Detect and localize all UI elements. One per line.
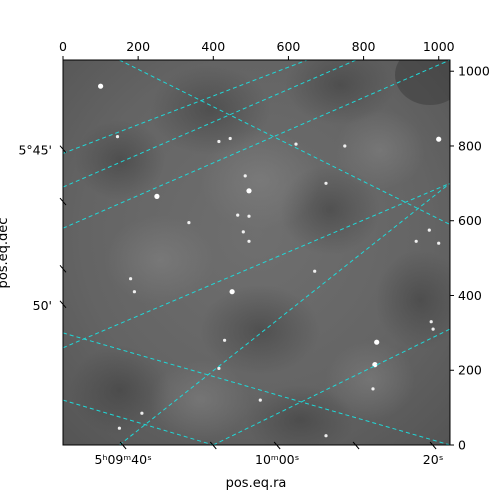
star <box>371 387 375 391</box>
star <box>115 135 120 139</box>
ra-tick-label: 5ʰ09ᵐ40ˢ <box>94 452 151 467</box>
pixel-x-tick-label: 200 <box>126 39 150 54</box>
star <box>324 181 328 185</box>
pixel-x-axis-top: 0 200 400 600 800 1000 <box>59 39 455 60</box>
dec-minor-tick-mark <box>59 197 67 206</box>
stars <box>98 83 442 438</box>
star <box>324 434 328 438</box>
x-axis-label: pos.eq.ra <box>226 476 287 491</box>
star <box>117 426 121 430</box>
ra-tick-mark <box>119 441 127 450</box>
dec-grid-line <box>63 182 450 349</box>
pixel-x-tick-label: 1000 <box>423 39 455 54</box>
ra-grid-line <box>119 182 450 445</box>
ra-grid-line <box>63 60 308 154</box>
ra-grid-line <box>119 60 450 225</box>
star <box>243 174 247 178</box>
dec-tick-mark <box>59 300 67 309</box>
pixel-y-tick-label: 600 <box>458 213 482 228</box>
y-axis-label: pos.eq.dec <box>0 218 11 289</box>
star <box>414 239 418 243</box>
star <box>154 193 160 199</box>
ra-tick-mark <box>429 441 437 450</box>
star <box>241 230 245 234</box>
pixel-y-tick-label: 400 <box>458 288 482 303</box>
ra-tick-label: 10ᵐ00ˢ <box>255 452 299 467</box>
star <box>129 277 133 281</box>
star <box>313 269 317 273</box>
dec-tick-label: 5°45' <box>18 143 52 158</box>
star <box>258 398 262 402</box>
ra-axis-bottom: 5ʰ09ᵐ40ˢ 10ᵐ00ˢ 20ˢ <box>94 441 444 467</box>
star <box>246 188 252 194</box>
star <box>98 83 104 89</box>
ra-grid-line <box>63 60 450 229</box>
star <box>372 362 378 368</box>
ra-grid-line <box>213 328 450 445</box>
star <box>247 214 251 218</box>
plot-frame <box>62 59 451 446</box>
dec-tick-mark <box>59 145 67 154</box>
pixel-x-tick-label: 0 <box>59 39 67 54</box>
star <box>294 142 298 146</box>
star <box>436 136 442 142</box>
ra-tick-label: 20ˢ <box>423 452 444 467</box>
pixel-y-tick-label: 200 <box>458 363 482 378</box>
pixel-x-tick-label: 600 <box>277 39 301 54</box>
pixel-x-tick-label: 400 <box>201 39 225 54</box>
pixel-y-tick-label: 0 <box>458 438 466 453</box>
star <box>228 136 232 141</box>
coordinate-grid <box>63 60 450 445</box>
dec-grid-line <box>63 60 357 188</box>
star <box>217 366 221 370</box>
star <box>132 290 136 294</box>
star <box>374 339 380 345</box>
pixel-y-axis-right: 0 200 400 600 800 1000 <box>450 64 490 453</box>
pixel-y-tick-label: 800 <box>458 138 482 153</box>
star <box>427 228 431 232</box>
star <box>236 213 240 217</box>
nebula-texture <box>70 60 450 445</box>
dec-tick-label: 50' <box>33 298 52 313</box>
pixel-x-tick-label: 800 <box>352 39 376 54</box>
star <box>229 289 235 295</box>
ra-grid-line <box>63 399 214 445</box>
ra-tick-mark <box>273 441 281 450</box>
star <box>223 338 227 342</box>
star <box>343 144 347 148</box>
star <box>429 320 433 324</box>
ra-minor-tick-mark <box>209 441 217 450</box>
dec-minor-tick-mark <box>59 264 67 273</box>
star <box>247 239 251 243</box>
plot-area <box>63 60 450 445</box>
star <box>140 411 144 415</box>
star <box>437 241 441 245</box>
pixel-y-tick-label: 1000 <box>458 64 490 79</box>
ra-minor-tick-mark <box>352 441 360 450</box>
star <box>431 327 435 331</box>
star <box>217 139 221 144</box>
dec-axis-left: 5°45' 50' <box>18 143 67 313</box>
star <box>187 221 191 225</box>
